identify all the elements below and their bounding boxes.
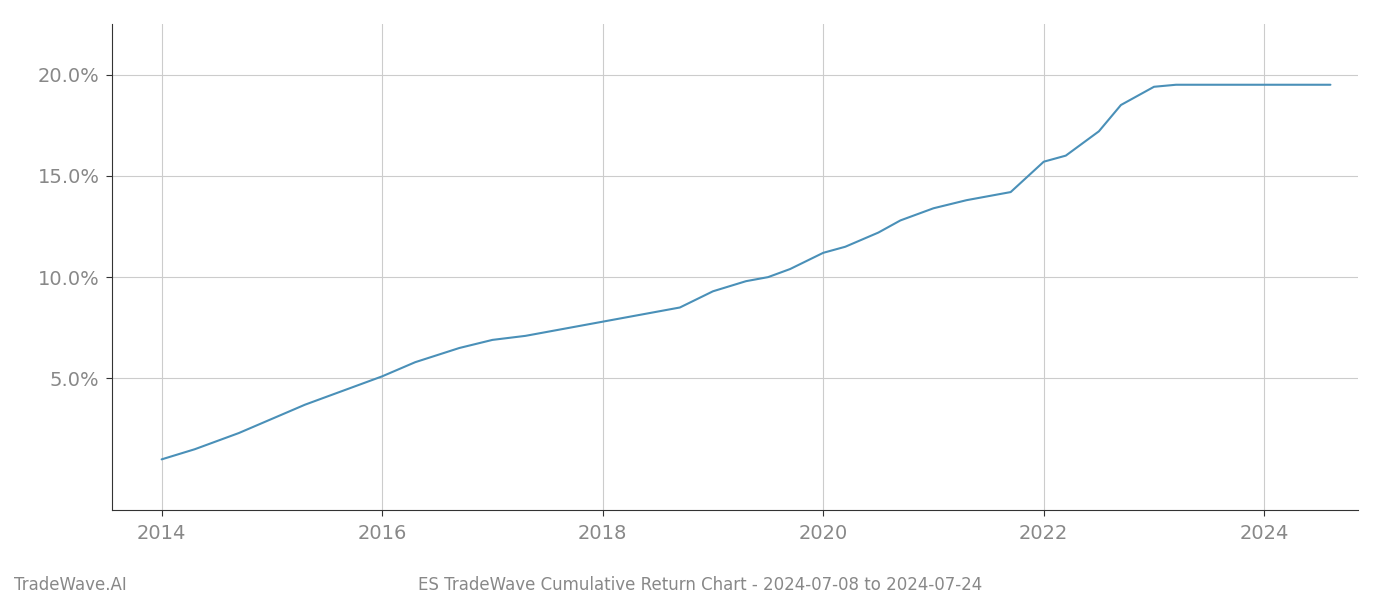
Text: TradeWave.AI: TradeWave.AI — [14, 576, 127, 594]
Text: ES TradeWave Cumulative Return Chart - 2024-07-08 to 2024-07-24: ES TradeWave Cumulative Return Chart - 2… — [417, 576, 983, 594]
